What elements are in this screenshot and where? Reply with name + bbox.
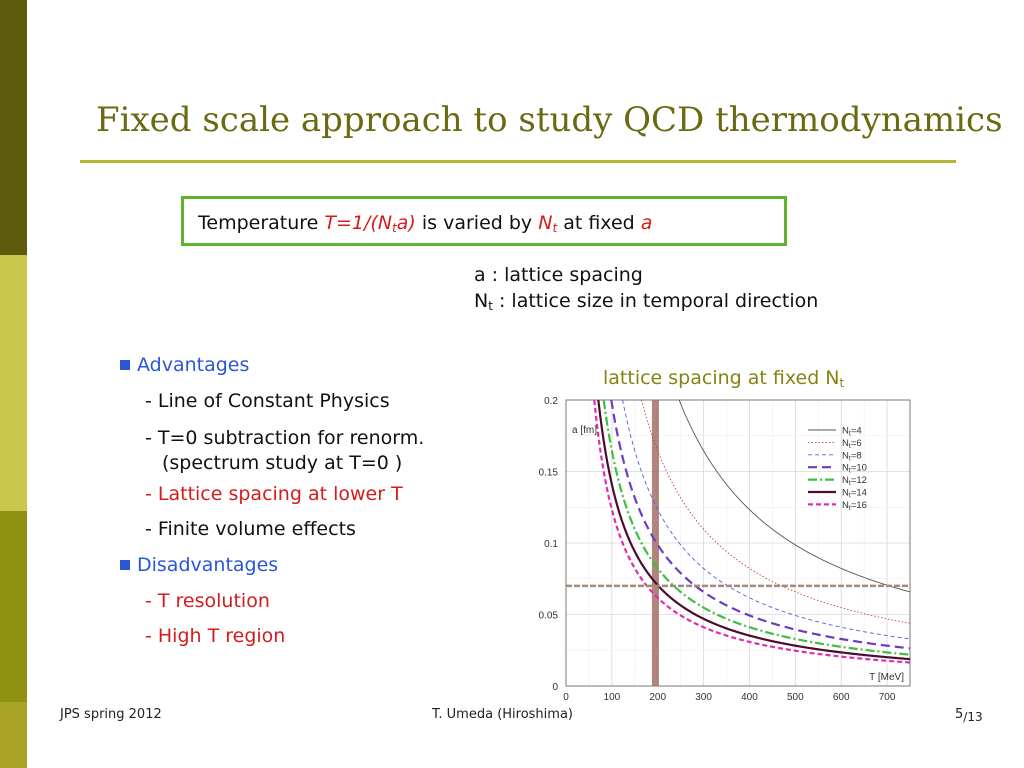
temp-text-3: at fixed xyxy=(557,212,641,234)
disadvantage-item: - T resolution xyxy=(145,590,270,612)
legend-label: Nt=14 xyxy=(842,488,867,500)
temp-text-2: is varied by xyxy=(415,212,539,234)
chart-title-sub: t xyxy=(839,376,845,390)
temp-a: a xyxy=(640,212,653,234)
y-tick-label: 0.05 xyxy=(539,611,559,622)
x-tick-label: 200 xyxy=(649,692,666,702)
advantage-item: - Finite volume effects xyxy=(145,518,356,540)
vertical-band-Tc xyxy=(651,400,659,686)
legend-label: Nt=12 xyxy=(842,475,867,487)
plot-frame xyxy=(565,399,911,687)
series-line-nt12 xyxy=(602,399,911,656)
def-nt: Nt : lattice size in temporal direction xyxy=(474,288,818,319)
legend-label: Nt=6 xyxy=(842,438,862,450)
formula-part: a) xyxy=(396,212,416,234)
lattice-spacing-chart: 0 100 200 300 400 500 600 700 0 0.05 0.1 0.15 0.2 a [… xyxy=(539,396,911,702)
footer-left: JPS spring 2012 xyxy=(60,707,162,722)
x-tick-label: 100 xyxy=(604,692,621,702)
formula-sub: t xyxy=(392,221,397,235)
page-number: 5/13 xyxy=(955,707,983,724)
temp-formula: T=1/(Nta) xyxy=(324,212,416,235)
legend-label: Nt=16 xyxy=(842,500,867,512)
nt-letter: N xyxy=(538,212,553,234)
disadvantages-heading: Disadvantages xyxy=(120,554,278,576)
def-a: a : lattice spacing xyxy=(474,264,643,286)
sidebar-segment xyxy=(0,255,27,511)
series-line-nt14 xyxy=(597,399,911,661)
legend-label: Nt=8 xyxy=(842,450,862,462)
series-line-nt6 xyxy=(640,399,911,624)
advantages-heading: Advantages xyxy=(120,354,249,376)
advantage-item: - T=0 subtraction for renorm. xyxy=(145,427,425,449)
x-tick-label: 400 xyxy=(741,692,758,702)
formula-part: T=1/(N xyxy=(324,212,393,234)
sidebar-strip xyxy=(0,0,27,768)
temp-text-1: Temperature xyxy=(198,212,325,234)
advantage-item-note: (spectrum study at T=0 ) xyxy=(162,452,403,474)
advantage-item: - Lattice spacing at lower T xyxy=(145,483,403,505)
def-nt-letter: N xyxy=(474,290,489,312)
x-tick-label: 500 xyxy=(787,692,804,702)
x-tick-label: 600 xyxy=(833,692,850,702)
slide-title: Fixed scale approach to study QCD thermo… xyxy=(96,100,1003,140)
def-nt-text: : lattice size in temporal direction xyxy=(492,290,819,312)
y-axis-label: a [fm] xyxy=(572,425,597,436)
sidebar-segment xyxy=(0,702,27,768)
temp-nt: Nt xyxy=(538,212,558,235)
y-tick-label: 0.2 xyxy=(544,396,558,407)
definitions: a : lattice spacing Nt : lattice size in… xyxy=(474,262,818,319)
footer-center: T. Umeda (Hiroshima) xyxy=(432,707,573,722)
x-tick-label: 0 xyxy=(563,692,569,702)
series-line-nt4 xyxy=(678,399,911,593)
legend-label: Nt=10 xyxy=(842,463,867,475)
series-line-nt10 xyxy=(610,399,911,650)
title-underline xyxy=(80,160,956,163)
page-total: /13 xyxy=(963,710,983,724)
advantages-label: Advantages xyxy=(137,354,250,376)
y-tick-label: 0.15 xyxy=(539,468,559,479)
series-line-nt8 xyxy=(622,399,911,640)
series-line-nt16 xyxy=(593,399,911,664)
x-tick-label: 700 xyxy=(879,692,896,702)
y-tick-label: 0 xyxy=(552,682,558,693)
sidebar-segment xyxy=(0,0,27,255)
x-axis-label: T [MeV] xyxy=(869,672,904,683)
sidebar-segment xyxy=(0,511,27,702)
page-current: 5 xyxy=(955,707,964,722)
bullet-square-icon xyxy=(120,360,130,370)
chart-title-text: lattice spacing at fixed N xyxy=(603,367,840,389)
advantage-item: - Line of Constant Physics xyxy=(145,390,390,412)
disadvantages-label: Disadvantages xyxy=(137,554,279,576)
temperature-statement: Temperature T=1/(Nta) is varied by Nt at… xyxy=(198,212,652,235)
disadvantage-item: - High T region xyxy=(145,625,286,647)
def-nt-sub: t xyxy=(488,299,493,313)
nt-sub: t xyxy=(552,221,558,235)
legend-label: Nt=4 xyxy=(842,426,862,438)
chart-title: lattice spacing at fixed Nt xyxy=(603,367,844,390)
y-tick-label: 0.1 xyxy=(544,539,558,550)
bullet-square-icon xyxy=(120,560,130,570)
x-tick-label: 300 xyxy=(695,692,712,702)
temperature-box: Temperature T=1/(Nta) is varied by Nt at… xyxy=(181,196,787,246)
